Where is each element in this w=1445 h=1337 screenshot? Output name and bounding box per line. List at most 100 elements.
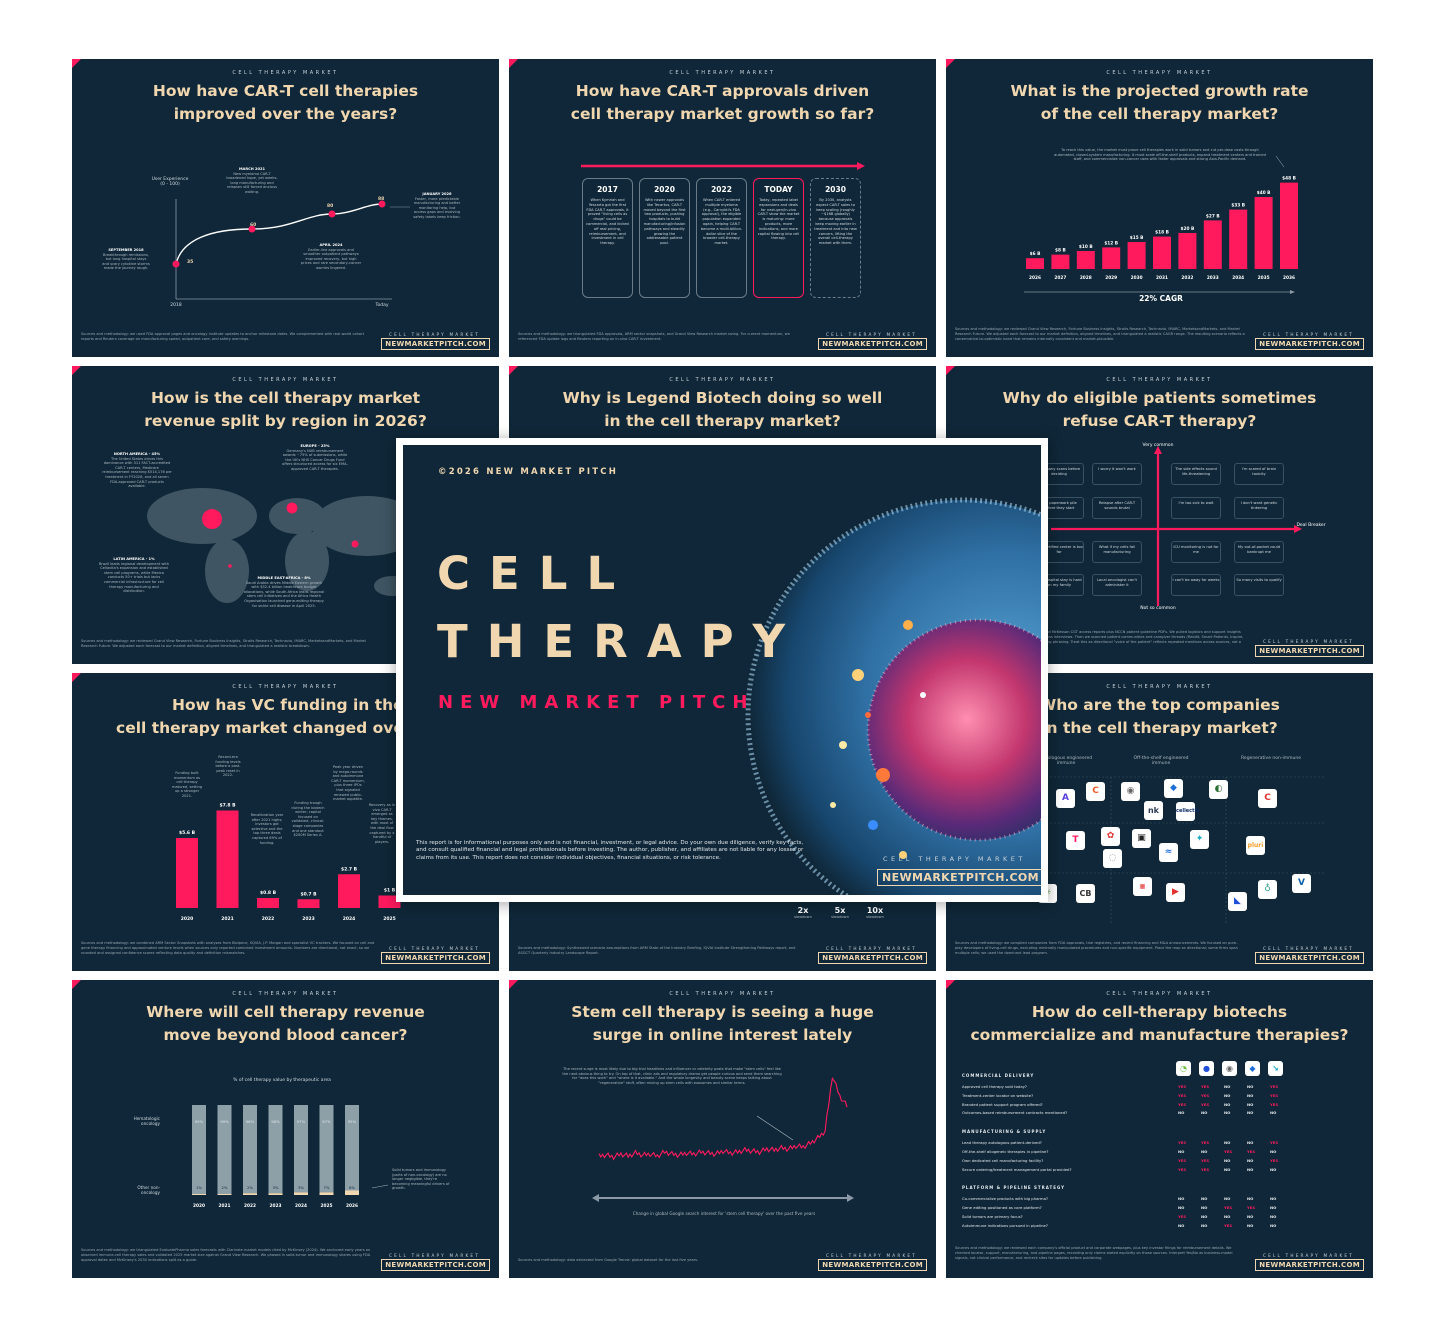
footer-link[interactable]: NEWMARKETPITCH.COM xyxy=(1255,1259,1364,1271)
slide-cart-improvement[interactable]: CELL THERAPY MARKET How have CAR-T cell … xyxy=(72,59,499,357)
company-logo[interactable]: pluri xyxy=(1246,836,1265,855)
matrix-answer: YES xyxy=(1270,1140,1279,1146)
experience-line-chart xyxy=(172,199,410,300)
matrix-answer: YES xyxy=(1178,1084,1187,1089)
company-logo[interactable]: ◉ xyxy=(1121,782,1140,801)
matrix-answer: YES xyxy=(1201,1084,1210,1089)
region-latin-america: LATIN AMERICA - 1% Brazil leads regional … xyxy=(98,557,170,594)
company-logo[interactable]: ▶ xyxy=(1166,883,1185,902)
growth-bar-label: $6 B xyxy=(1030,251,1041,257)
footer-link[interactable]: NEWMARKETPITCH.COM xyxy=(1255,338,1364,350)
footer-link[interactable]: NEWMARKETPITCH.COM xyxy=(818,338,927,350)
cover-link[interactable]: NEWMARKETPITCH.COM xyxy=(877,869,1041,886)
growth-year-label: 2035 xyxy=(1258,275,1270,281)
footer-link[interactable]: NEWMARKETPITCH.COM xyxy=(818,952,927,964)
corner-accent xyxy=(946,59,955,68)
slide-cart-approvals[interactable]: CELL THERAPY MARKET How have CAR-T appro… xyxy=(509,59,936,357)
footer-kicker: CELL THERAPY MARKET xyxy=(389,1253,480,1258)
company-logo[interactable]: nk xyxy=(1144,801,1163,820)
corner-accent xyxy=(72,366,81,375)
company-logo[interactable]: ↘ xyxy=(1268,1061,1283,1076)
footer-link[interactable]: NEWMARKETPITCH.COM xyxy=(818,1259,927,1271)
company-logo[interactable]: C xyxy=(1258,789,1277,808)
segment-label-top: 97% xyxy=(297,1119,306,1124)
vc-year-label: 2025 xyxy=(383,916,396,922)
matrix-answer: NO xyxy=(1247,1092,1254,1098)
company-logo[interactable]: ◆ xyxy=(1164,779,1183,798)
vc-bar xyxy=(176,838,198,908)
vc-year-label: 2022 xyxy=(262,916,275,922)
vc-bar-label: $0.7 B xyxy=(300,891,317,897)
company-logo[interactable]: C xyxy=(1086,782,1105,801)
company-logo[interactable]: ♁ xyxy=(1258,880,1277,899)
corner-accent xyxy=(946,980,955,989)
vc-note: Funding built momentum as cell therapy m… xyxy=(171,771,203,798)
slide-beyond-blood-cancer[interactable]: CELL THERAPY MARKET Where will cell ther… xyxy=(72,980,499,1278)
company-logo[interactable]: ▦ xyxy=(1133,877,1152,896)
slide-stem-cell-interest[interactable]: CELL THERAPY MARKET Stem cell therapy is… xyxy=(509,980,936,1278)
company-logo[interactable]: ◉ xyxy=(1222,1061,1237,1076)
company-logo[interactable]: ≈ xyxy=(1159,843,1178,862)
matrix-answer: YES xyxy=(1224,1149,1233,1154)
cover-card[interactable]: ©2026 NEW MARKET PITCH CELL THERAPY NEW … xyxy=(396,438,1048,902)
refusal-reason: I worry it won't work xyxy=(1092,463,1142,485)
slide-title: Why is Legend Biotech doing so well in th… xyxy=(562,389,883,430)
sources-note: Sources and methodology: we reviewed Gra… xyxy=(81,639,366,648)
matrix-answer: YES xyxy=(1178,1166,1187,1172)
footer-link[interactable]: NEWMARKETPITCH.COM xyxy=(381,1259,490,1271)
label-hematologic: Hematologic oncology xyxy=(133,1116,160,1126)
refusal-reason: Relapse after CAR-T sounds brutal xyxy=(1092,497,1142,519)
matrix-question: Branded patient support program offered? xyxy=(962,1101,1043,1107)
company-logo[interactable]: CB xyxy=(1076,884,1095,903)
segment-label-bottom: 1% xyxy=(196,1185,202,1190)
interest-note: The recent surge is most likely due to b… xyxy=(562,1067,782,1085)
slide-title: How do cell-therapy biotechs commercializ… xyxy=(970,1003,1349,1044)
sources-note: Sources and methodology: we triangulated… xyxy=(518,332,790,341)
company-logo[interactable]: ✿ xyxy=(1101,827,1120,846)
quadrant-axes xyxy=(1051,446,1302,606)
growth-year-label: 2029 xyxy=(1105,275,1117,281)
matrix-answer: NO xyxy=(1270,1110,1277,1116)
segment-label-bottom: 8% xyxy=(349,1185,355,1190)
footer-link[interactable]: NEWMARKETPITCH.COM xyxy=(1255,645,1364,657)
growth-bar-label: $40 B xyxy=(1257,190,1271,196)
company-logo[interactable]: ✦ xyxy=(1190,830,1209,849)
footer-link[interactable]: NEWMARKETPITCH.COM xyxy=(381,338,490,350)
matrix-answer: YES xyxy=(1178,1092,1187,1098)
company-logo[interactable]: ▣ xyxy=(1132,829,1151,848)
company-logo[interactable]: ◆ xyxy=(1245,1061,1260,1076)
matrix-answer: NO xyxy=(1270,1149,1277,1154)
matrix-answer: NO xyxy=(1270,1205,1277,1211)
company-logo[interactable]: ◐ xyxy=(1209,780,1228,799)
matrix-question: Lead therapy autologous patient-derived? xyxy=(962,1140,1042,1146)
company-logo[interactable]: V xyxy=(1292,874,1311,893)
note-pointer xyxy=(1275,155,1285,168)
therapeutic-area-stacked-bars: 99% 1% 2020 99% 2% 2021 98% 2% 2022 98% 3% 2023 97% 3… xyxy=(192,1105,389,1209)
company-logo[interactable]: ◔ xyxy=(1176,1061,1191,1076)
matrix-question: Own dedicated cell manufacturing facilit… xyxy=(962,1157,1044,1163)
slowdown-2x: 2x slowdown xyxy=(794,906,812,919)
segment-label-top: 99% xyxy=(195,1119,204,1124)
growth-bar-label: $48 B xyxy=(1282,176,1296,182)
growth-bar xyxy=(1051,254,1070,269)
slide-commercialization-matrix[interactable]: CELL THERAPY MARKET How do cell-therapy … xyxy=(946,980,1373,1278)
footer-link[interactable]: NEWMARKETPITCH.COM xyxy=(1255,952,1364,964)
slide-growth-rate[interactable]: CELL THERAPY MARKET What is the projecte… xyxy=(946,59,1373,357)
company-logo[interactable]: ● xyxy=(1199,1061,1214,1076)
refusal-reason: I don't want genetic tinkering xyxy=(1234,497,1284,519)
company-logo[interactable]: A xyxy=(1056,789,1075,808)
footer-kicker: CELL THERAPY MARKET xyxy=(826,946,917,951)
company-logo[interactable]: ◌ xyxy=(1103,849,1122,868)
non-oncology-segment xyxy=(319,1192,334,1195)
company-logo[interactable]: ◣ xyxy=(1228,892,1247,911)
refusal-reason: I'm too sick to wait xyxy=(1171,497,1221,519)
slide-vc-funding[interactable]: CELL THERAPY MARKET How has VC funding i… xyxy=(72,673,499,971)
company-logo[interactable]: cellectis xyxy=(1176,802,1199,821)
slide-title: Where will cell therapy revenue move beyo… xyxy=(146,1003,425,1044)
matrix-answer: NO xyxy=(1224,1084,1231,1089)
x-start-label: 2018 xyxy=(170,303,182,308)
footer-link[interactable]: NEWMARKETPITCH.COM xyxy=(381,952,490,964)
non-oncology-segment xyxy=(294,1192,308,1195)
company-logo[interactable]: T xyxy=(1066,831,1085,850)
matrix-answer: YES xyxy=(1224,1222,1233,1228)
